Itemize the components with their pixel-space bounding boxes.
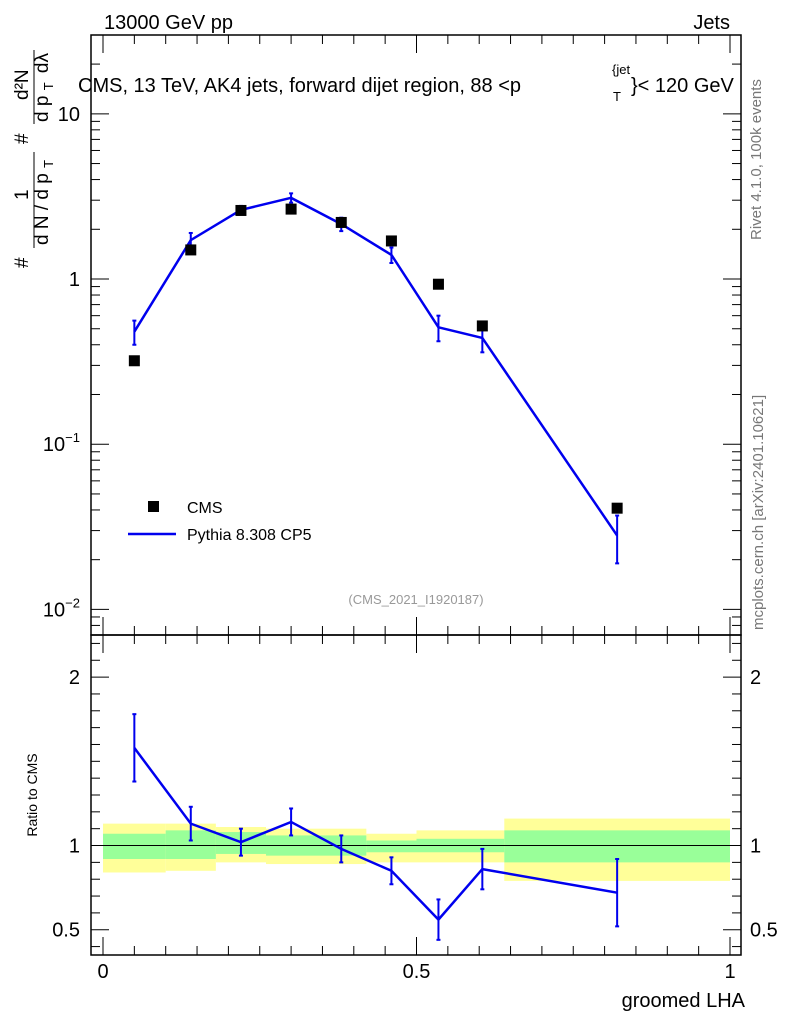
legend-cms-marker — [148, 501, 159, 512]
lower-tick-label-left: 0.5 — [52, 920, 80, 942]
upper-tick-label-base: 10 — [58, 104, 80, 126]
ylabel-frac-right-den: d p T dλ — [32, 52, 58, 122]
cms-data-point — [432, 278, 444, 290]
ylabel-frac-left-num: 1 — [12, 189, 33, 200]
cms-data-point — [385, 235, 397, 247]
legend-cms-label: CMS — [187, 500, 223, 517]
cms-data-point — [235, 204, 247, 216]
lower-tick-label-left: 1 — [69, 836, 80, 858]
header-right: Jets — [693, 12, 730, 34]
upper-tick-label-base: 1 — [69, 269, 80, 291]
ylabel-hash-left: # — [12, 257, 33, 268]
band-inner-4 — [366, 840, 417, 853]
x-axis-label: groomed LHA — [622, 990, 746, 1012]
chart-title-main: CMS, 13 TeV, AK4 jets, forward dijet reg… — [78, 75, 521, 97]
cms-data-point — [285, 203, 297, 215]
lower-tick-label-right: 1 — [750, 836, 761, 858]
ylabel-frac-left-den: d N / d p T — [32, 160, 56, 245]
rivet-label: Rivet 4.1.0, 100k events — [748, 79, 765, 240]
cms-data-point — [476, 320, 488, 332]
cms-data-point — [128, 355, 140, 367]
ylabel-frac-right-num: d²N — [12, 69, 33, 100]
ylabel-frac-left-den-sub: T — [41, 160, 56, 168]
upper-tick-label: 10 — [58, 104, 80, 126]
ylabel-frac-right-den-tail: dλ — [32, 52, 53, 73]
upper-panel-frame — [90, 34, 742, 636]
x-axis-ticks: 0 0.5 1 — [97, 35, 736, 983]
cms-data-point — [335, 216, 347, 228]
upper-tick-label: 10−2 — [43, 595, 80, 621]
ylabel-hash-right: # — [12, 133, 33, 144]
upper-tick-label-exp: −2 — [65, 595, 80, 610]
x-tick-label: 0.5 — [403, 961, 431, 983]
pythia-line — [133, 196, 619, 537]
upper-tick-label: 10−1 — [43, 430, 80, 456]
chart-title-sub: T — [613, 89, 621, 104]
mcplots-label: mcplots.cern.ch [arXiv:2401.10621] — [750, 395, 767, 630]
upper-tick-label: 1 — [69, 269, 80, 291]
band-inner-6 — [504, 830, 730, 863]
ylabel-frac-right-den-main: d p — [32, 96, 53, 122]
upper-tick-label-exp: −1 — [65, 430, 80, 445]
ylabel-frac-right-den-sub: T — [41, 82, 56, 90]
ylabel-frac-left-den-main: d N / d p — [32, 173, 53, 245]
ratio-series — [132, 713, 620, 941]
lower-y-axis-label: Ratio to CMS — [24, 753, 40, 836]
lower-tick-label-left: 2 — [69, 667, 80, 689]
cms-data-series — [128, 203, 623, 514]
chart-title: CMS, 13 TeV, AK4 jets, forward dijet reg… — [78, 75, 521, 97]
chart-title-tail: }< 120 GeV — [631, 75, 735, 97]
x-tick-label: 1 — [724, 961, 735, 983]
cms-data-point — [611, 502, 623, 514]
upper-y-axis-label: # 1 d N / d p T # d²N d p T dλ — [12, 50, 58, 268]
band-inner-0 — [103, 833, 166, 859]
upper-tick-label-base: 10 — [43, 434, 65, 456]
lower-y-axis-ticks: 2 2 1 1 0.5 0.5 — [52, 642, 778, 948]
legend-pythia-label: Pythia 8.308 CP5 — [187, 527, 312, 544]
cms-data-point — [185, 244, 197, 256]
upper-tick-label-base: 10 — [43, 599, 65, 621]
chart-title-sup: {jet — [612, 62, 630, 77]
analysis-watermark: (CMS_2021_I1920187) — [348, 592, 483, 607]
lower-tick-label-right: 2 — [750, 667, 761, 689]
header-left: 13000 GeV pp — [104, 12, 233, 34]
lower-tick-label-right: 0.5 — [750, 920, 778, 942]
x-tick-label: 0 — [97, 961, 108, 983]
lower-panel-frame — [90, 634, 742, 956]
